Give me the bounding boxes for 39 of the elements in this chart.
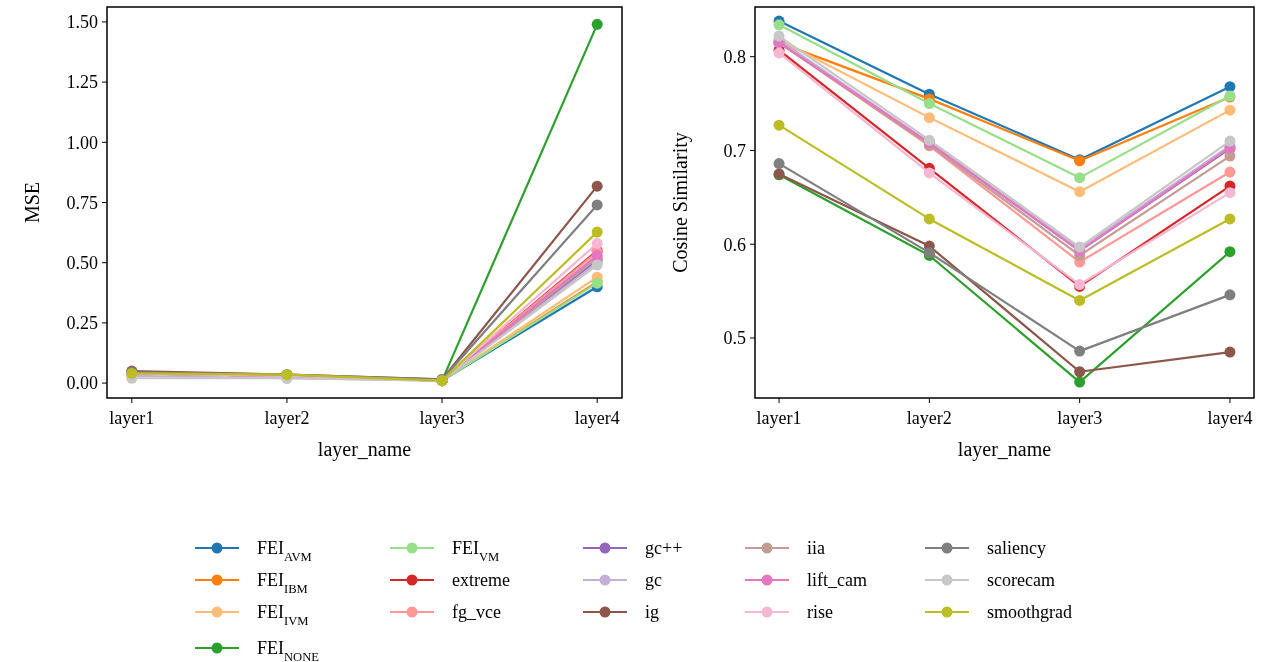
legend-label: FEI$_{NONE}$ [257, 638, 320, 662]
y-tick-label: 0.00 [66, 373, 98, 394]
x-tick-label: layer3 [1057, 408, 1103, 428]
y-tick-label: 0.5 [723, 328, 746, 349]
x-axis-title: layer_name [957, 438, 1052, 461]
y-axis-title: Cosine Similarity [669, 132, 692, 273]
legend-label: lift_cam [807, 570, 867, 591]
y-tick-label: 0.50 [66, 252, 98, 273]
legend-label: gc++ [645, 538, 683, 559]
legend-label: rise [807, 602, 833, 623]
legend-label: extreme [452, 570, 510, 591]
y-tick-label: 1.50 [66, 12, 98, 33]
y-tick-label: 1.00 [66, 132, 98, 153]
legend-label: scorecam [987, 570, 1055, 591]
legend-label: ig [645, 602, 660, 623]
y-tick-label: 0.75 [66, 192, 98, 213]
x-tick-label: layer4 [574, 408, 620, 428]
x-tick-label: layer4 [1207, 408, 1253, 428]
y-tick-label: 0.7 [723, 140, 746, 161]
y-tick-label: 1.25 [66, 72, 98, 93]
y-axis-title: MSE [21, 181, 43, 224]
legend-label: FEI$_{IBM}$ [257, 570, 308, 597]
legend-label: gc [645, 570, 662, 591]
legend-label: smoothgrad [987, 602, 1072, 623]
legend-label: iia [807, 538, 825, 559]
x-tick-label: layer3 [419, 408, 465, 428]
legend-label: FEI$_{IVM}$ [257, 602, 309, 629]
legend-label: saliency [987, 538, 1046, 559]
x-axis-title: layer_name [317, 438, 412, 461]
legend-label: FEI$_{VM}$ [452, 538, 500, 565]
y-tick-label: 0.25 [66, 313, 98, 334]
x-tick-label: layer2 [906, 408, 952, 428]
legend-label: fg_vce [452, 602, 501, 623]
legend-label: FEI$_{AVM}$ [257, 538, 312, 565]
y-tick-label: 0.6 [723, 234, 746, 255]
x-tick-label: layer1 [756, 408, 802, 428]
x-tick-label: layer2 [264, 408, 310, 428]
y-tick-label: 0.8 [723, 47, 746, 67]
x-tick-label: layer1 [109, 408, 155, 428]
